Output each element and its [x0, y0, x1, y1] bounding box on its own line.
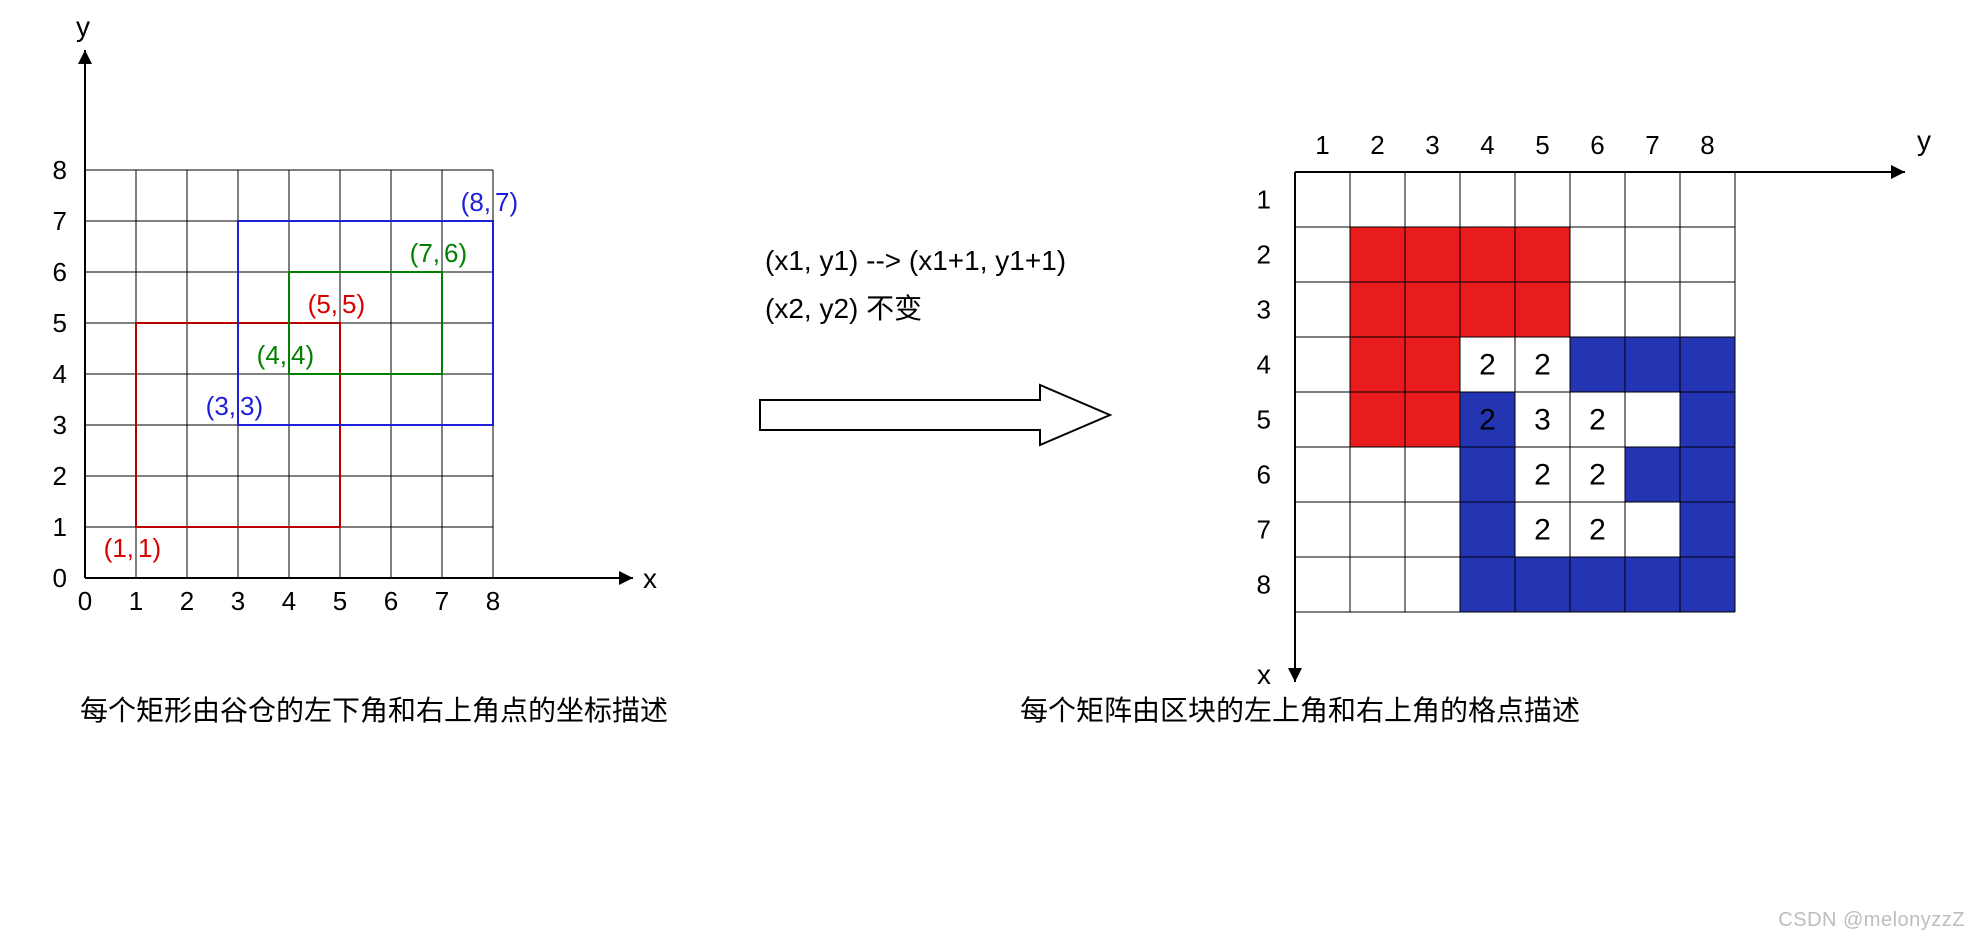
cell-value: 3 [1534, 404, 1551, 437]
row-label: 7 [1257, 515, 1271, 545]
block-arrow [760, 385, 1110, 445]
coord-label-right: 3) [240, 391, 263, 421]
red-cell [1460, 227, 1515, 282]
x-tick-label: 7 [435, 586, 449, 616]
cell-value: 2 [1589, 404, 1606, 437]
blue-cell [1625, 447, 1680, 502]
blue-cell [1680, 392, 1735, 447]
caption-right: 每个矩阵由区块的左上角和右上角的格点描述 [1020, 695, 1580, 726]
y-tick-label: 3 [53, 410, 67, 440]
red-cell [1405, 227, 1460, 282]
red-cell [1350, 227, 1405, 282]
col-label: 6 [1590, 130, 1604, 160]
col-label: 1 [1315, 130, 1329, 160]
blue-cell [1460, 447, 1515, 502]
red-cell [1515, 282, 1570, 337]
red-cell [1405, 337, 1460, 392]
y-tick-label: 5 [53, 308, 67, 338]
cell-value: 2 [1479, 404, 1496, 437]
x-tick-label: 0 [78, 586, 92, 616]
x-axis-arrow [1288, 668, 1302, 682]
blue-cell [1460, 557, 1515, 612]
cell-value: 2 [1589, 514, 1606, 547]
y-tick-label: 6 [53, 257, 67, 287]
x-axis-label: x [1257, 659, 1271, 690]
coord-label-left: (3, [206, 391, 236, 421]
blue-cell [1515, 557, 1570, 612]
y-axis-arrow [1891, 165, 1905, 179]
row-label: 1 [1257, 185, 1271, 215]
y-axis-label: y [1917, 125, 1931, 156]
coord-label-right: 1) [138, 533, 161, 563]
blue-cell [1680, 337, 1735, 392]
y-tick-label: 8 [53, 155, 67, 185]
coord-label-left: (8, [461, 187, 491, 217]
coord-label-left: (1, [104, 533, 134, 563]
y-axis-arrow [78, 50, 92, 64]
coord-label-right: 6) [444, 238, 467, 268]
col-label: 5 [1535, 130, 1549, 160]
cell-value: 2 [1534, 349, 1551, 382]
red-cell [1405, 392, 1460, 447]
caption-left: 每个矩形由谷仓的左下角和右上角点的坐标描述 [80, 695, 668, 726]
row-label: 4 [1257, 350, 1271, 380]
blue-cell [1625, 337, 1680, 392]
col-label: 7 [1645, 130, 1659, 160]
blue-cell [1680, 557, 1735, 612]
col-label: 4 [1480, 130, 1494, 160]
coord-label-left: (4, [257, 340, 287, 370]
row-label: 6 [1257, 460, 1271, 490]
row-label: 8 [1257, 570, 1271, 600]
x-tick-label: 2 [180, 586, 194, 616]
row-label: 3 [1257, 295, 1271, 325]
coord-label-left: (7, [410, 238, 440, 268]
cell-value: 2 [1534, 514, 1551, 547]
x-tick-label: 4 [282, 586, 296, 616]
red-cell [1405, 282, 1460, 337]
blue-cell [1625, 557, 1680, 612]
blue-cell [1570, 337, 1625, 392]
formula-line-2: (x2, y2) 不变 [765, 293, 922, 324]
y-tick-label: 7 [53, 206, 67, 236]
right-chart: 2 2 2 3 2 2 2 2 2 1 2 3 4 5 6 7 8 1 2 3 4 5 6 7 8 y x [1257, 125, 1931, 690]
x-tick-label: 5 [333, 586, 347, 616]
formula-line-1: (x1, y1) --> (x1+1, y1+1) [765, 245, 1066, 276]
col-label: 2 [1370, 130, 1384, 160]
x-tick-label: 1 [129, 586, 143, 616]
coord-label-left: (5, [308, 289, 338, 319]
x-tick-label: 6 [384, 586, 398, 616]
y-tick-label: 2 [53, 461, 67, 491]
diagram-svg: 0 1 2 3 4 5 6 7 8 0 1 2 3 4 5 6 7 8 x y (1, 1) (5, 5) (3, 3) (8… [0, 0, 1981, 942]
row-label: 2 [1257, 240, 1271, 270]
red-cell [1515, 227, 1570, 282]
coord-label-right: 7) [495, 187, 518, 217]
blue-cell [1460, 502, 1515, 557]
red-cell [1350, 337, 1405, 392]
x-tick-label: 8 [486, 586, 500, 616]
row-label: 5 [1257, 405, 1271, 435]
x-tick-label: 3 [231, 586, 245, 616]
y-axis-label: y [76, 11, 90, 42]
red-cell [1350, 282, 1405, 337]
coord-label-right: 4) [291, 340, 314, 370]
y-tick-label: 4 [53, 359, 67, 389]
cell-value: 2 [1479, 349, 1496, 382]
left-chart: 0 1 2 3 4 5 6 7 8 0 1 2 3 4 5 6 7 8 x y (1, 1) (5, 5) (3, 3) (8… [53, 11, 657, 616]
cell-value: 2 [1589, 459, 1606, 492]
y-tick-label: 1 [53, 512, 67, 542]
coord-label-right: 5) [342, 289, 365, 319]
col-label: 8 [1700, 130, 1714, 160]
watermark: CSDN @melonyzzZ [1778, 909, 1965, 932]
y-tick-label: 0 [53, 563, 67, 593]
red-cell [1460, 282, 1515, 337]
x-axis-arrow [619, 571, 633, 585]
page-root: 0 1 2 3 4 5 6 7 8 0 1 2 3 4 5 6 7 8 x y (1, 1) (5, 5) (3, 3) (8… [0, 0, 1981, 942]
blue-cell [1680, 447, 1735, 502]
cell-value: 2 [1534, 459, 1551, 492]
col-label: 3 [1425, 130, 1439, 160]
blue-cell [1570, 557, 1625, 612]
blue-cell [1680, 502, 1735, 557]
x-axis-label: x [643, 563, 657, 594]
red-cell [1350, 392, 1405, 447]
